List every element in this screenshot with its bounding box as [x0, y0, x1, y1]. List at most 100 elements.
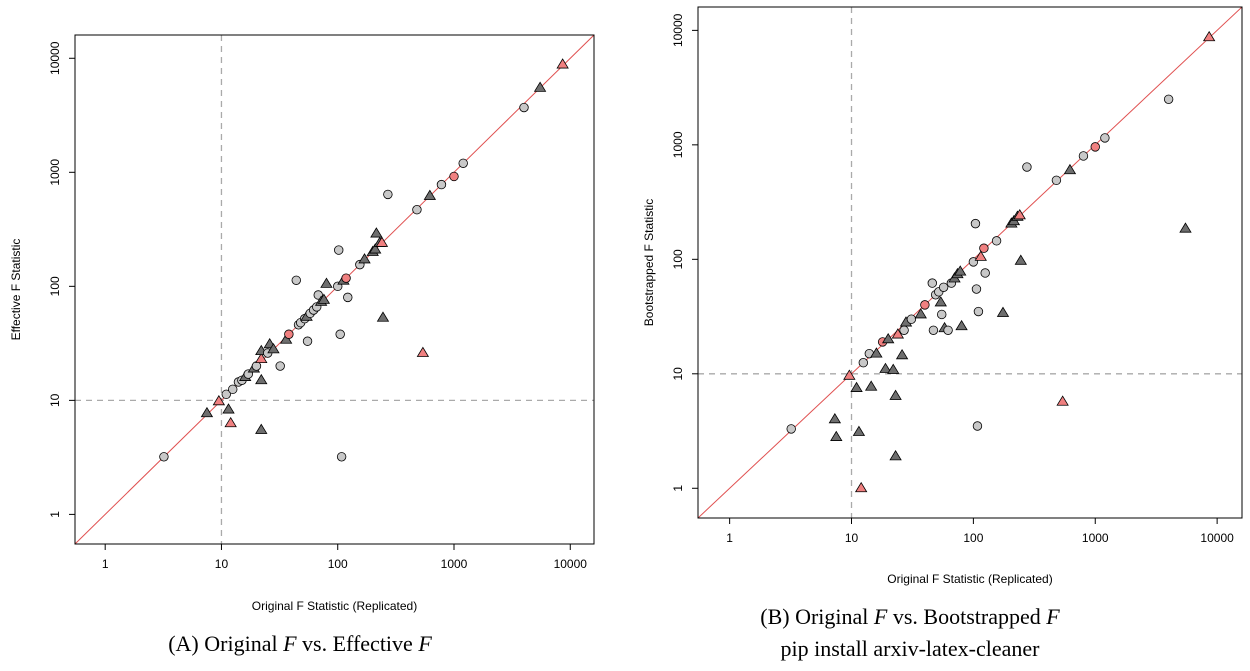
- data-point-circle: [436, 179, 447, 190]
- data-point-circle: [906, 314, 917, 324]
- data-point-circle: [979, 243, 989, 253]
- data-point-triangle: [376, 311, 390, 322]
- data-point-circle: [251, 361, 262, 371]
- data-point-circle: [943, 325, 953, 335]
- x-tick-label: 10: [215, 557, 229, 571]
- data-point-triangle: [887, 363, 900, 374]
- y-tick-label: 10000: [671, 13, 685, 47]
- data-point-triangle: [974, 250, 987, 261]
- data-point-circle: [938, 282, 949, 292]
- plot-area: [75, 35, 594, 544]
- y-tick-label: 10: [48, 393, 62, 407]
- data-point-circle: [1100, 133, 1110, 143]
- data-point-triangle: [828, 412, 842, 424]
- data-point-triangle: [533, 81, 547, 92]
- x-tick-label: 1: [726, 531, 733, 545]
- data-point-triangle: [934, 296, 947, 307]
- data-point-triangle: [255, 352, 268, 363]
- data-point-triangle: [891, 328, 905, 339]
- x-tick-label: 10: [845, 531, 859, 545]
- x-tick-label: 1: [102, 557, 109, 571]
- x-tick-label: 10000: [554, 557, 588, 571]
- data-point-circle: [927, 278, 937, 288]
- x-tick-label: 1000: [441, 557, 468, 571]
- data-point-circle: [1090, 142, 1100, 152]
- data-point-triangle: [864, 380, 878, 391]
- data-point-circle: [973, 306, 984, 317]
- data-point-triangle: [889, 449, 902, 461]
- y-tick-label: 1000: [48, 159, 62, 186]
- plot-area: [698, 7, 1242, 518]
- data-point-circle: [971, 284, 982, 294]
- y-tick-label: 100: [48, 276, 62, 296]
- plot-frame: [697, 6, 1243, 519]
- data-point-triangle: [854, 481, 868, 493]
- y-tick-label: 1: [671, 485, 685, 492]
- data-point-triangle: [830, 430, 843, 441]
- data-point-triangle: [954, 265, 967, 276]
- data-point-circle: [228, 384, 238, 395]
- data-point-circle: [334, 245, 344, 255]
- data-point-circle: [449, 171, 459, 182]
- data-point-triangle: [320, 277, 333, 288]
- data-point-circle: [1051, 175, 1062, 186]
- data-point-triangle: [416, 346, 430, 357]
- data-point-triangle: [1013, 209, 1026, 220]
- data-point-triangle: [870, 347, 883, 358]
- y-tick-label: 1000: [671, 131, 685, 158]
- data-point-triangle: [1063, 163, 1077, 175]
- y-tick-label: 1: [48, 511, 62, 518]
- data-point-triangle: [1014, 254, 1028, 265]
- data-point-circle: [412, 204, 422, 215]
- data-point-circle: [383, 189, 393, 200]
- data-point-circle: [343, 292, 353, 303]
- data-point-triangle: [889, 389, 902, 400]
- data-point-triangle: [370, 227, 383, 238]
- data-point-triangle: [556, 58, 569, 69]
- data-point-triangle: [224, 416, 237, 428]
- data-point-triangle: [255, 373, 268, 385]
- data-point-triangle: [895, 348, 909, 360]
- data-point-triangle: [850, 381, 863, 392]
- data-point-circle: [928, 325, 939, 335]
- data-point-triangle: [222, 403, 235, 414]
- data-point-triangle: [1202, 30, 1216, 42]
- data-point-triangle: [368, 243, 382, 254]
- data-point-triangle: [996, 306, 1010, 317]
- data-point-triangle: [843, 369, 856, 380]
- data-point-circle: [302, 336, 313, 346]
- y-tick-label: 10000: [48, 41, 62, 75]
- data-point-circle: [937, 309, 947, 320]
- panel-b: 1 10 100 1000 10000 1 10 100 1000 10000 Original F…: [642, 6, 1243, 661]
- data-point-circle: [284, 329, 294, 339]
- data-point-triangle: [852, 425, 866, 436]
- data-point-triangle: [267, 343, 280, 354]
- y-axis-label: Bootstrapped F Statistic: [642, 199, 656, 326]
- data-point-triangle: [358, 253, 371, 264]
- data-point-circle: [341, 273, 351, 283]
- plot-frame: [74, 34, 595, 545]
- data-point-circle: [291, 275, 301, 285]
- data-point-triangle: [914, 308, 927, 319]
- data-point-circle: [786, 424, 796, 434]
- data-point-triangle: [955, 319, 968, 331]
- data-point-triangle: [882, 332, 895, 344]
- figure-caption: (A) Original F vs. Effective F: [168, 631, 432, 656]
- data-point-circle: [221, 389, 231, 400]
- data-point-circle: [336, 452, 347, 462]
- x-tick-label: 1000: [1082, 531, 1109, 545]
- data-point-circle: [858, 358, 869, 368]
- y-axis-label: Effective F Statistic: [9, 239, 23, 341]
- data-point-circle: [1078, 151, 1089, 161]
- data-point-triangle: [212, 394, 226, 406]
- data-point-circle: [275, 361, 285, 371]
- data-point-triangle: [879, 362, 892, 373]
- data-point-circle: [970, 218, 981, 229]
- x-axis-label: Original F Statistic (Replicated): [252, 599, 417, 613]
- data-point-triangle: [255, 423, 268, 434]
- x-tick-label: 100: [963, 531, 983, 545]
- data-point-circle: [519, 102, 529, 113]
- caption-second-line: pip install arxiv-latex-cleaner: [781, 636, 1041, 661]
- y-tick-label: 10: [671, 367, 685, 381]
- data-point-circle: [1022, 162, 1032, 172]
